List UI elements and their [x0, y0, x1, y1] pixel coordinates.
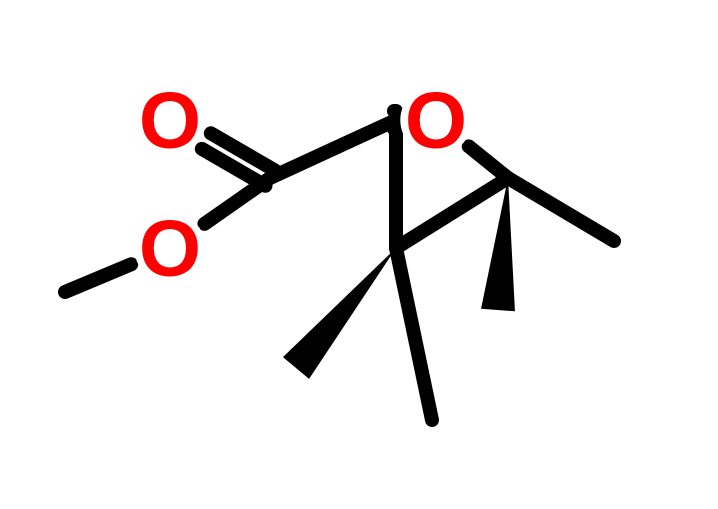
atom-labels-group: OOO — [134, 76, 471, 293]
o-atom-label: O — [405, 76, 467, 165]
o-atom-label: O — [139, 76, 201, 165]
molecule-canvas: OOO — [0, 0, 718, 509]
o-atom-label: O — [139, 204, 201, 293]
